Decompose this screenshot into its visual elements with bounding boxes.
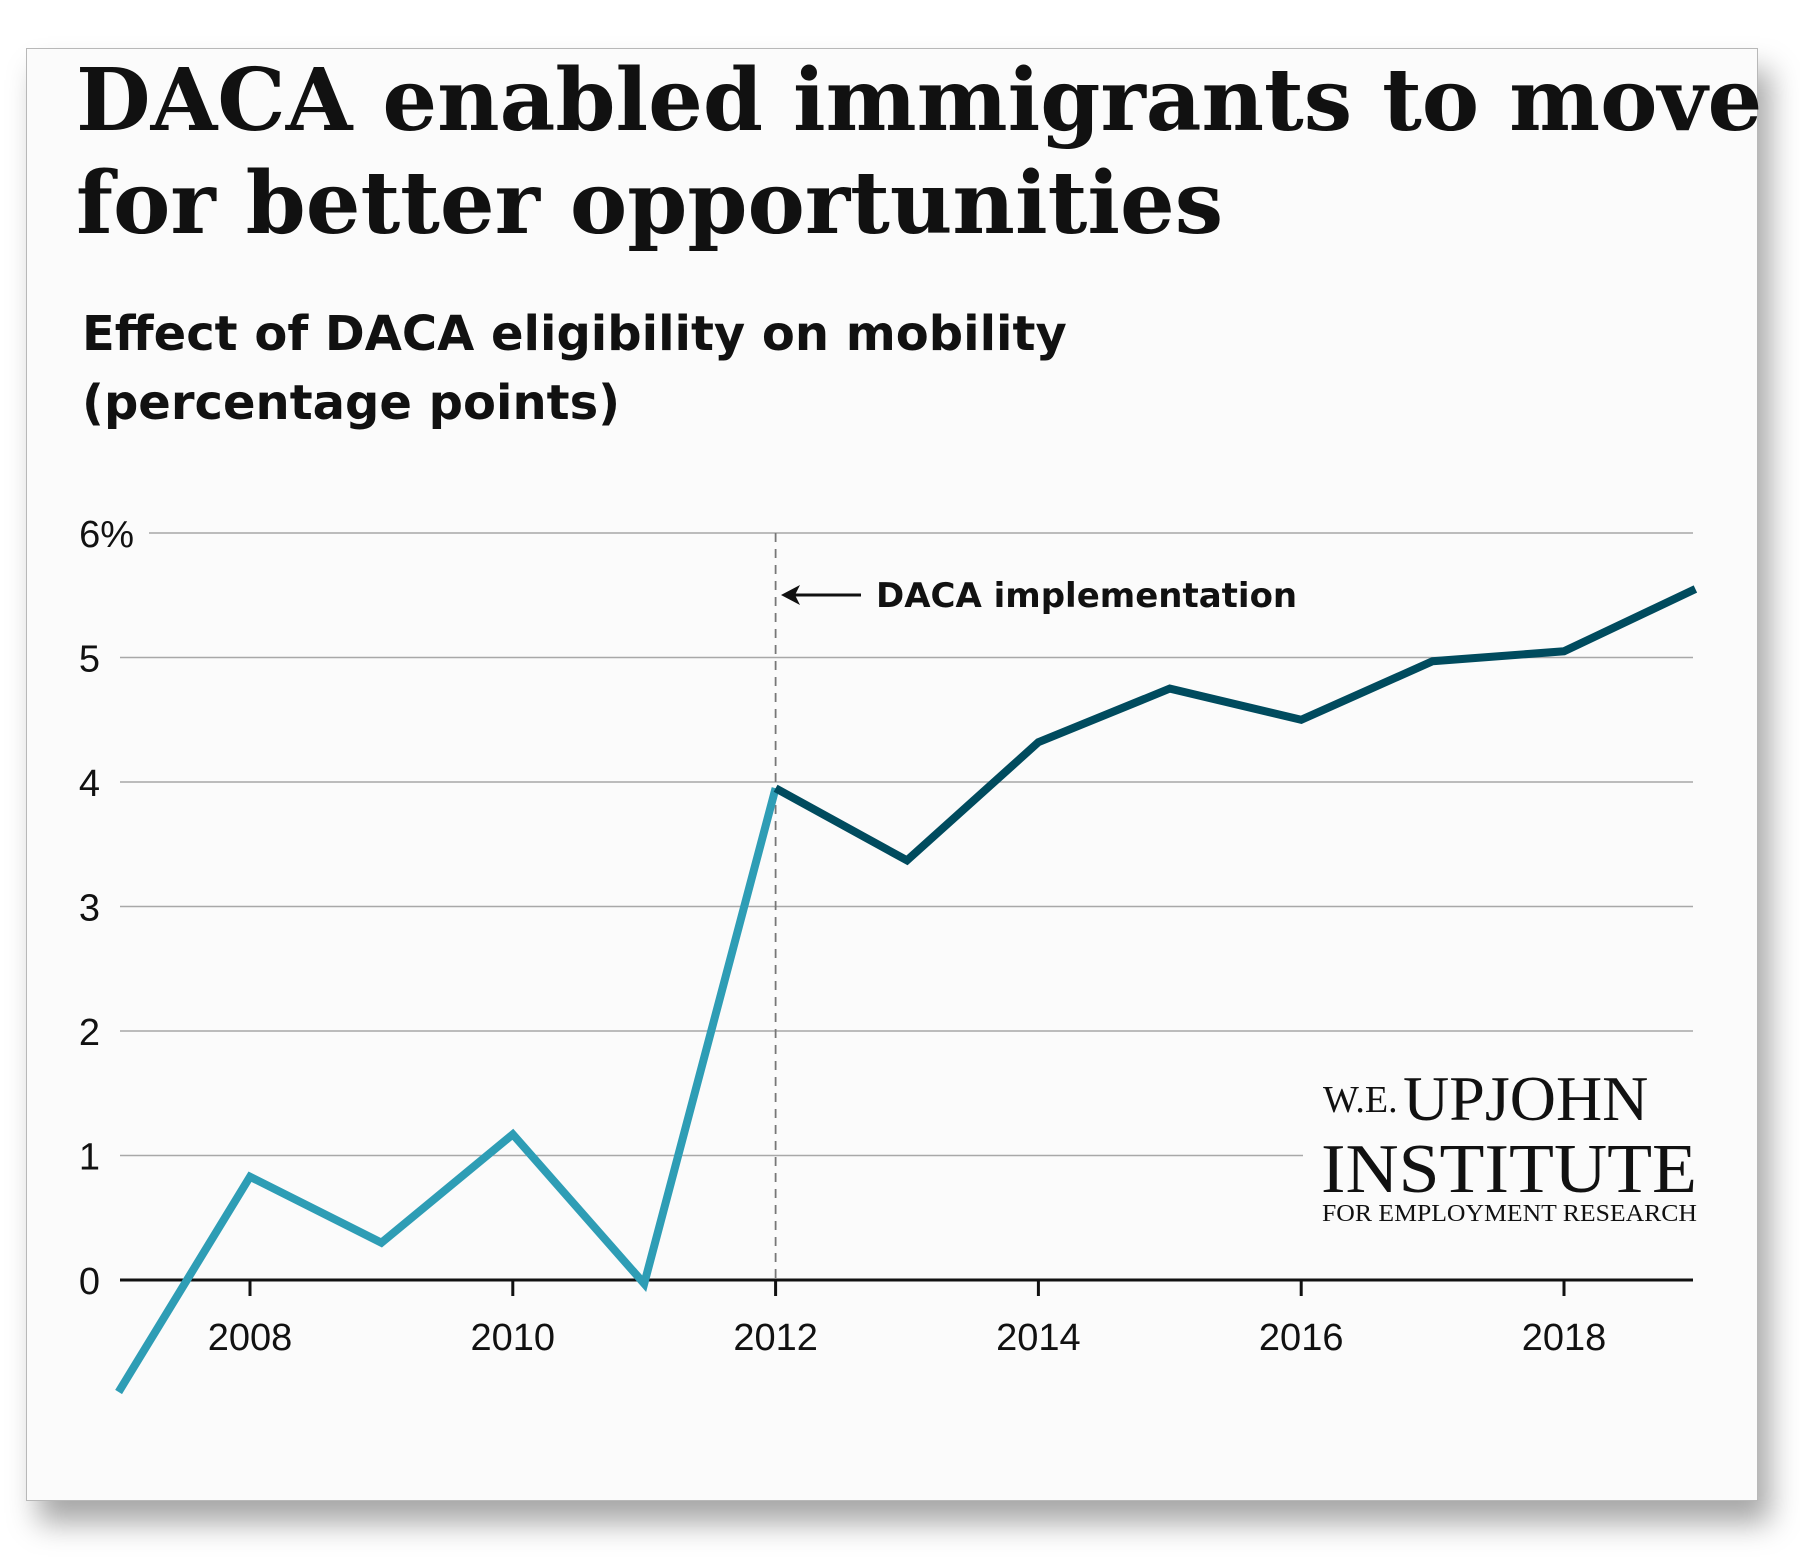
y-tick-label: 3 — [79, 888, 100, 930]
series-line-post-DACA — [773, 585, 1698, 866]
y-tick-label: 6% — [79, 514, 134, 556]
title-line-2: for better opportunities — [76, 153, 1223, 254]
series-line-pre-DACA — [115, 787, 780, 1395]
y-tick-label: 0 — [79, 1261, 100, 1303]
x-tick-label: 2018 — [1522, 1317, 1607, 1359]
x-tick-label: 2012 — [733, 1317, 818, 1359]
logo-we: W.E. — [1323, 1079, 1398, 1121]
annotation-label: DACA implementation — [876, 576, 1297, 616]
logo-tagline: FOR EMPLOYMENT RESEARCH — [1322, 1201, 1697, 1227]
chart-card — [26, 48, 1758, 1501]
arrowhead-icon — [781, 585, 800, 605]
y-tick-label: 4 — [79, 763, 100, 805]
x-tick-label: 2008 — [208, 1317, 293, 1359]
x-tick-label: 2010 — [471, 1317, 556, 1359]
subtitle-line-2: (percentage points) — [82, 375, 620, 431]
logo-institute: INSTITUTE — [1321, 1131, 1697, 1208]
upjohn-logo: W.E. UPJOHN INSTITUTE FOR EMPLOYMENT RES… — [1321, 1063, 1697, 1227]
subtitle-line-1: Effect of DACA eligibility on mobility — [82, 306, 1067, 362]
y-tick-label: 5 — [79, 639, 100, 681]
y-tick-label: 2 — [79, 1012, 100, 1054]
logo-upjohn: UPJOHN — [1403, 1063, 1648, 1134]
title-line-1: DACA enabled immigrants to move — [76, 50, 1762, 151]
x-tick-label: 2014 — [996, 1317, 1081, 1359]
y-tick-label: 1 — [79, 1137, 100, 1179]
x-tick-label: 2016 — [1259, 1317, 1344, 1359]
